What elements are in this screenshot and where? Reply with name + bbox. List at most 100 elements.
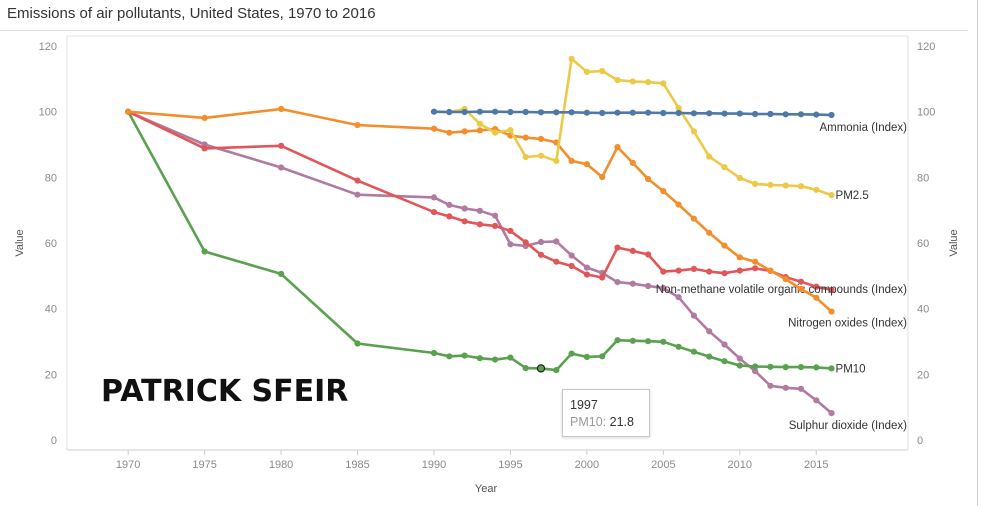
series-ammonia-index: Ammonia (Index) <box>430 108 907 134</box>
x-tick-label: 1970 <box>116 459 140 471</box>
data-point <box>492 108 499 115</box>
data-point <box>645 338 652 345</box>
series-pm10: PM10 <box>125 108 866 375</box>
data-point <box>476 221 483 228</box>
series-line <box>127 110 833 415</box>
data-point <box>797 111 805 118</box>
data-point <box>599 173 606 181</box>
data-point <box>614 279 621 286</box>
data-point <box>675 109 682 117</box>
highlighted-point <box>536 364 546 373</box>
data-point <box>736 110 743 117</box>
y-tick-label-left: 100 <box>39 107 57 119</box>
data-point <box>645 79 652 86</box>
data-point <box>797 278 805 285</box>
data-point <box>507 354 514 361</box>
data-point <box>614 77 621 84</box>
x-tick-label: 2000 <box>575 459 599 471</box>
data-point <box>446 108 453 116</box>
y-tick-label-right: 40 <box>917 304 929 316</box>
chart-axes <box>66 35 909 451</box>
data-point <box>782 111 789 118</box>
data-point <box>537 251 545 258</box>
data-point <box>690 215 698 222</box>
data-point <box>752 363 759 370</box>
data-point <box>568 252 575 259</box>
y-tick-label-left: 0 <box>51 435 57 447</box>
series-layer: Sulphur dioxide (Index) PM10 Non-methane v… <box>125 55 907 432</box>
data-point <box>354 191 361 198</box>
data-point <box>446 353 453 360</box>
tooltip: 1997 PM10: 21.8 <box>562 389 650 437</box>
data-point <box>736 254 743 261</box>
data-point <box>675 201 682 208</box>
series-line <box>127 111 832 372</box>
data-point <box>430 349 438 357</box>
data-point <box>629 159 636 166</box>
y-tick-label-right: 100 <box>917 107 935 119</box>
data-point <box>461 128 468 135</box>
data-point <box>767 267 774 274</box>
data-point <box>537 135 545 142</box>
data-point <box>629 247 636 254</box>
data-point <box>201 248 208 255</box>
data-point <box>782 182 789 189</box>
data-point <box>690 312 698 319</box>
x-tick-label: 2010 <box>728 459 752 471</box>
data-point <box>721 110 728 117</box>
data-point <box>476 355 483 362</box>
data-point <box>767 181 774 188</box>
data-point <box>354 177 361 184</box>
x-axis-title: Year <box>475 483 498 495</box>
x-tick-label: 1980 <box>269 459 293 471</box>
data-point <box>507 108 514 116</box>
data-point <box>201 145 208 152</box>
data-point <box>446 129 453 136</box>
data-point <box>354 340 361 347</box>
data-point <box>782 276 789 283</box>
data-point <box>721 358 728 365</box>
data-point <box>568 109 575 116</box>
data-point <box>752 265 759 272</box>
data-point <box>660 338 667 345</box>
data-point <box>797 183 805 190</box>
series-end-label: Nitrogen oxides (Index) <box>788 318 907 330</box>
y-tick-label-left: 40 <box>45 304 57 316</box>
data-point <box>645 251 652 258</box>
series-sulphur-dioxide-index: Sulphur dioxide (Index) <box>125 108 907 432</box>
x-tick-label: 1995 <box>498 459 522 471</box>
series-end-label: Sulphur dioxide (Index) <box>789 420 907 432</box>
data-point <box>476 127 483 134</box>
data-point <box>629 78 636 85</box>
data-point <box>828 192 835 199</box>
data-point <box>767 363 774 370</box>
data-point <box>446 213 453 220</box>
series-non-methane-volatile-organic-compounds-index: Non-methane volatile organic compounds (… <box>125 108 907 296</box>
data-point <box>583 68 591 75</box>
data-point <box>782 384 789 391</box>
x-tick-label: 2015 <box>804 459 828 471</box>
data-point <box>752 110 759 118</box>
y-tick-label-left: 80 <box>45 172 57 184</box>
data-point <box>461 218 468 225</box>
y-axis-title-right: Value <box>948 229 960 256</box>
data-point <box>706 153 713 160</box>
data-point <box>645 109 652 116</box>
data-point <box>568 55 575 62</box>
data-point <box>583 271 591 278</box>
data-point <box>461 352 468 359</box>
data-point <box>828 365 835 372</box>
y-tick-label-left: 60 <box>45 238 57 250</box>
series-nitrogen-oxides-index: Nitrogen oxides (Index) <box>125 105 907 330</box>
data-point <box>706 229 713 236</box>
data-point <box>507 241 514 248</box>
y-tick-label-right: 0 <box>917 435 923 447</box>
data-point <box>492 356 499 363</box>
data-point <box>675 105 682 112</box>
data-point <box>278 164 285 171</box>
data-point <box>690 348 698 355</box>
data-point <box>721 164 728 171</box>
data-point <box>813 283 820 290</box>
y-axis-title-left: Value <box>14 229 26 256</box>
